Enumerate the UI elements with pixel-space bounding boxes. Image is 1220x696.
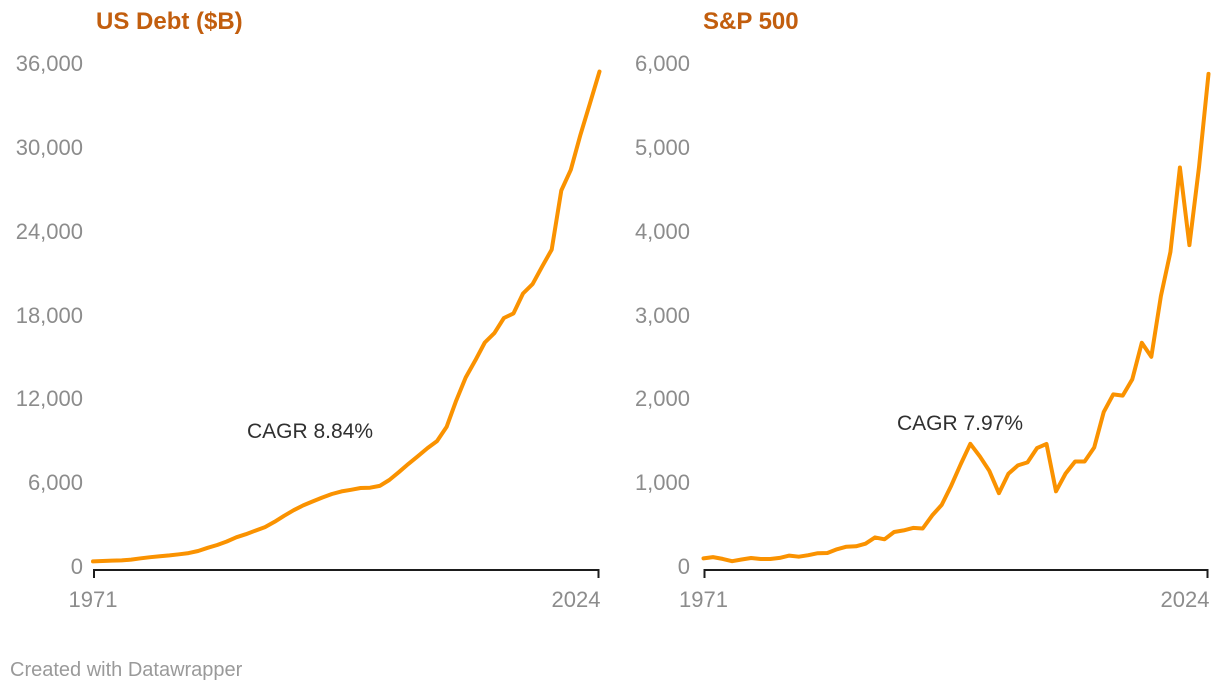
- y-axis-tick-label: 5,000: [634, 134, 690, 160]
- sp500-line: [701, 71, 1211, 564]
- x-axis-tick-label-start: 1971: [68, 587, 118, 612]
- y-axis-tick-label: 30,000: [15, 134, 83, 160]
- y-axis-tick-label: 1,000: [634, 470, 690, 496]
- x-axis-line: [703, 569, 1209, 578]
- chart-title-sp500: S&P 500: [703, 8, 799, 35]
- y-axis-tick-label: 0: [70, 554, 83, 579]
- y-axis-tick-label: 0: [677, 554, 690, 579]
- x-axis-tick-label-start: 1971: [679, 587, 728, 612]
- y-axis-tick-label: 6,000: [27, 470, 83, 496]
- y-axis-tick-label: 18,000: [15, 302, 83, 328]
- y-axis-tick-label: 4,000: [634, 218, 690, 244]
- cagr-annotation-sp500: CAGR 7.97%: [897, 412, 1024, 435]
- y-axis-tick-label: 3,000: [634, 302, 690, 328]
- x-axis-tick-label-end: 2024: [1160, 587, 1210, 612]
- y-axis-tick-label: 12,000: [15, 386, 83, 412]
- y-axis-tick-label: 24,000: [15, 218, 83, 244]
- chart-title-us-debt: US Debt ($B): [96, 8, 243, 35]
- y-axis-tick-label: 2,000: [634, 386, 690, 412]
- y-axis-tick-label: 36,000: [15, 51, 83, 76]
- x-axis-line: [93, 569, 600, 578]
- y-axis-tick-label: 6,000: [634, 51, 690, 76]
- us-debt-line: [91, 69, 602, 564]
- cagr-annotation-us-debt: CAGR 8.84%: [247, 420, 374, 443]
- x-axis-tick-label-end: 2024: [551, 587, 601, 612]
- datawrapper-attribution: Created with Datawrapper: [10, 659, 243, 681]
